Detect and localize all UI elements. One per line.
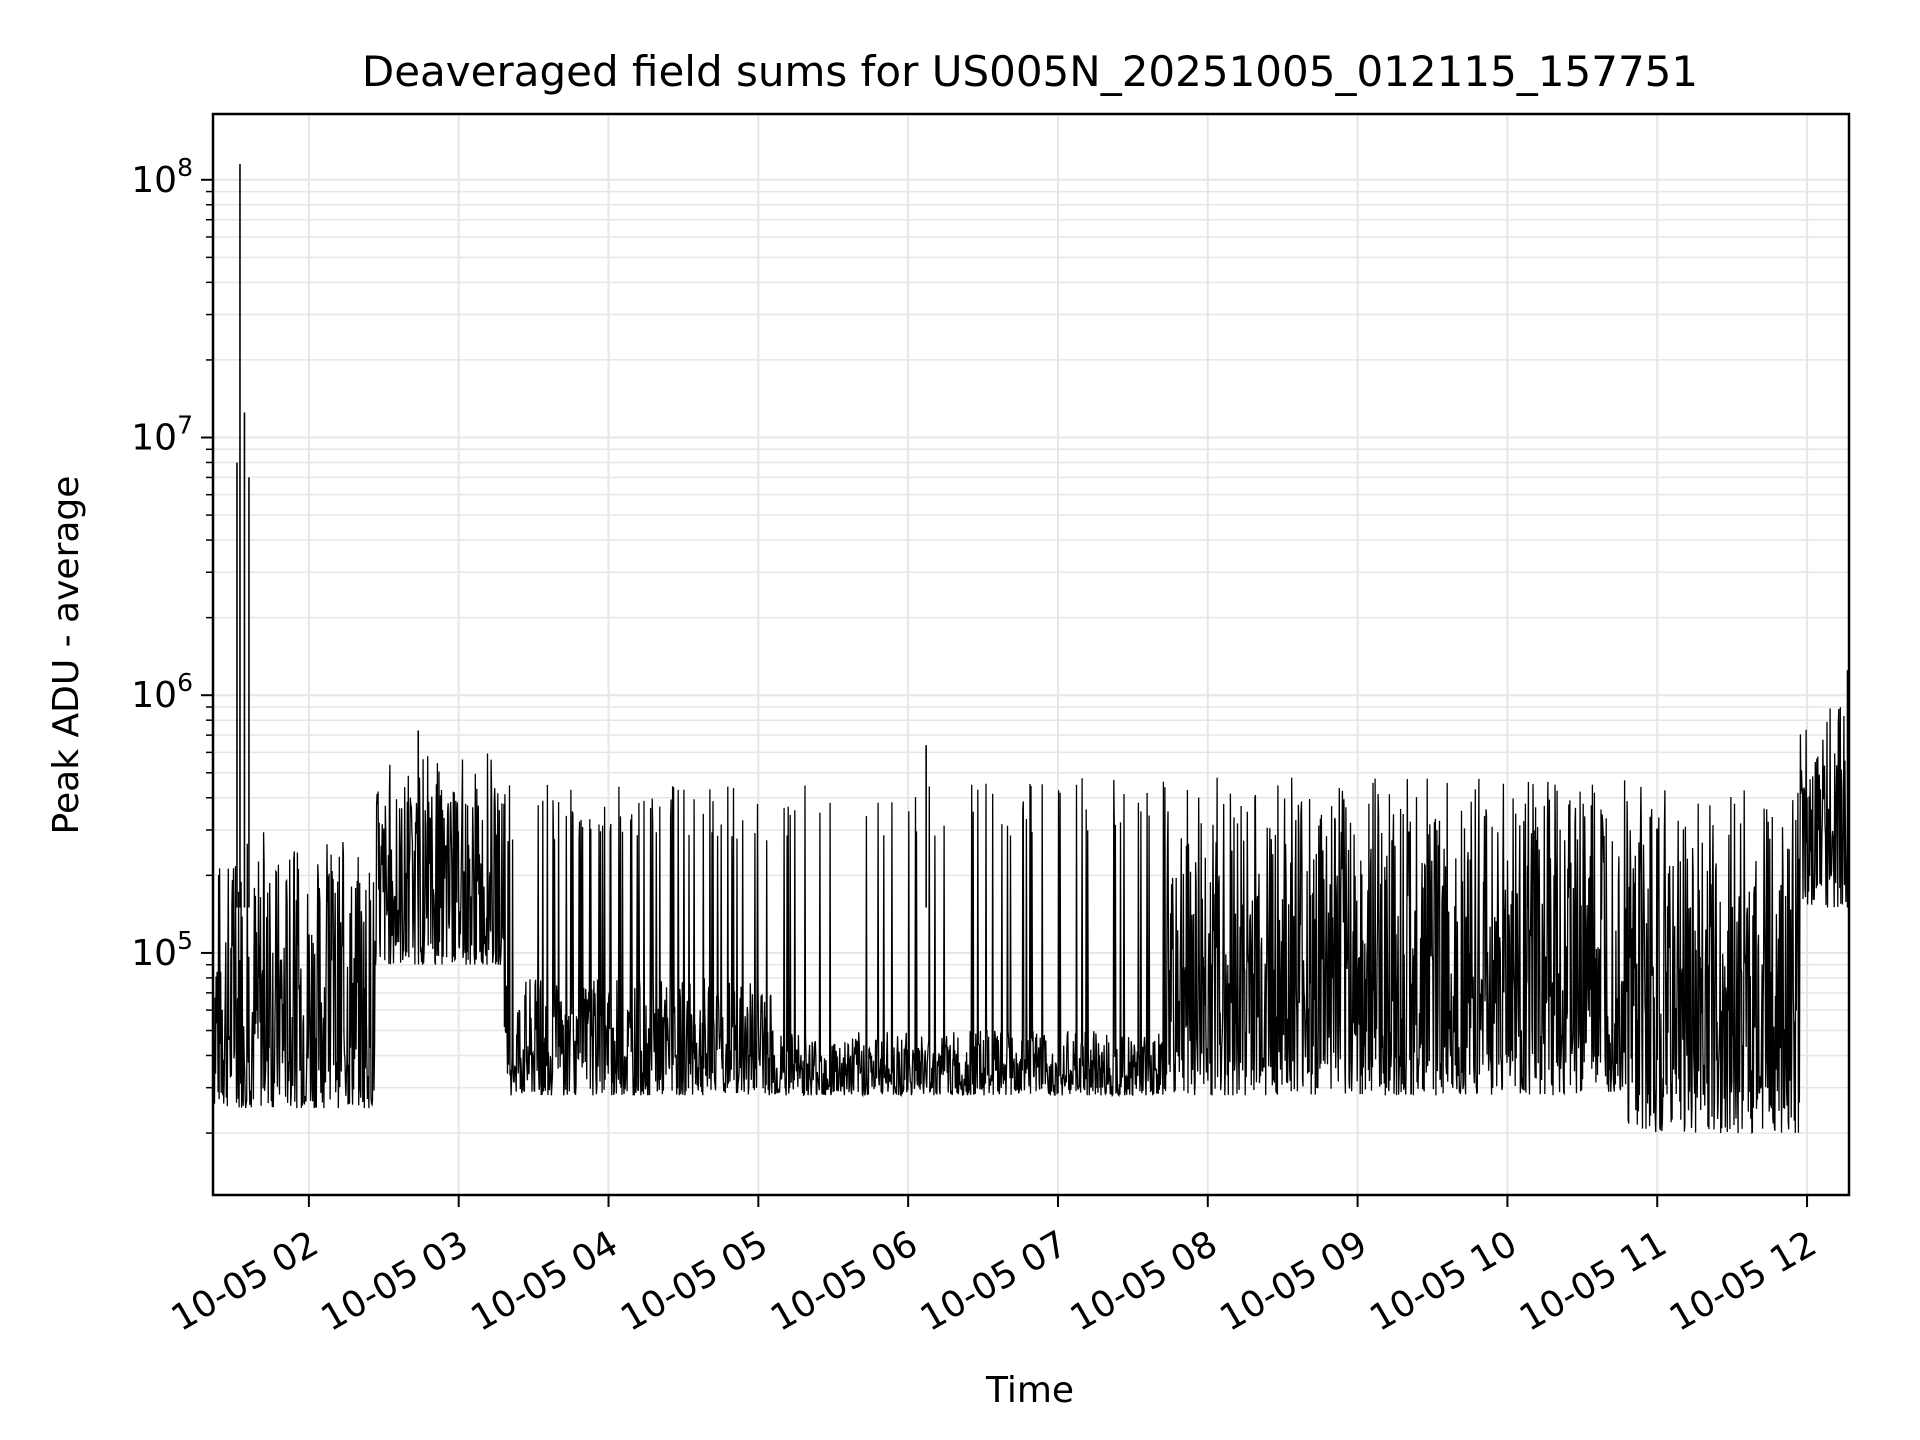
series bbox=[212, 164, 1850, 1134]
y-tick-base: 10 bbox=[131, 675, 177, 716]
y-tick-exponent: 5 bbox=[177, 926, 193, 955]
y-tick-label: 108 bbox=[131, 153, 193, 201]
chart-title: Deaveraged field sums for US005N_2025100… bbox=[362, 47, 1698, 96]
series-line bbox=[212, 707, 1850, 1134]
y-tick-exponent: 7 bbox=[177, 411, 193, 440]
y-tick-label: 106 bbox=[131, 668, 193, 716]
y-axis-label: Peak ADU - average bbox=[46, 476, 87, 835]
plot-frame bbox=[211, 112, 1851, 1197]
y-tick-base: 10 bbox=[131, 160, 177, 201]
y-tick-label: 107 bbox=[131, 411, 193, 459]
y-tick-base: 10 bbox=[131, 418, 177, 459]
x-axis-label: Time bbox=[985, 1370, 1074, 1411]
y-tick-base: 10 bbox=[131, 933, 177, 974]
y-tick-exponent: 6 bbox=[177, 668, 193, 697]
y-tick-label: 105 bbox=[131, 926, 193, 974]
y-tick-exponent: 8 bbox=[177, 153, 193, 182]
